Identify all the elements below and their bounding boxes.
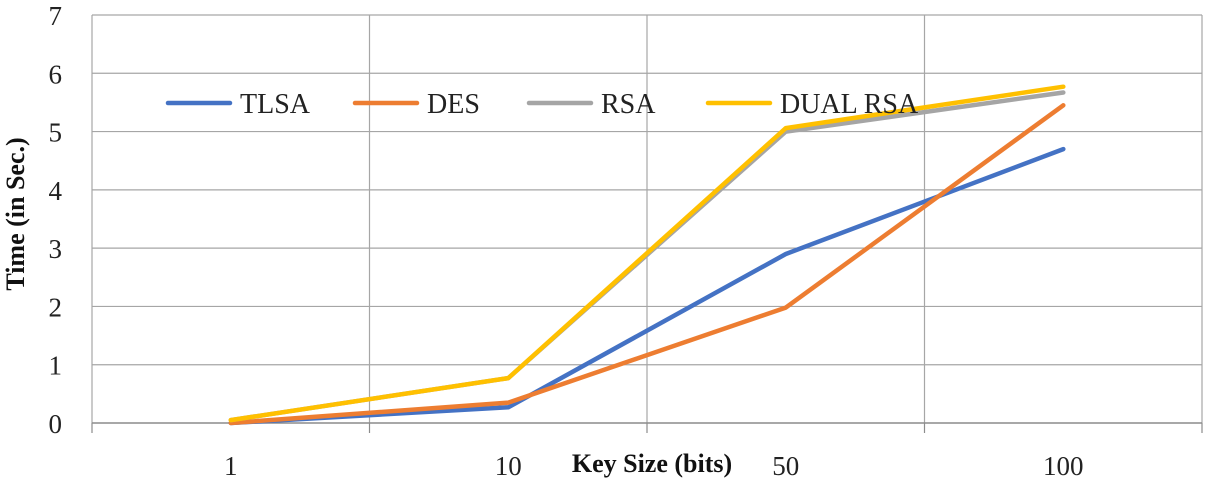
series-line-dual-rsa (228, 84, 1066, 423)
tick-labels: 0 1 2 3 4 5 6 7 1 10 50 100 (49, 1, 1084, 481)
legend: TLSA DES RSA DUAL RSA (165, 89, 919, 120)
x-tick-label-50: 50 (772, 451, 799, 481)
legend-label-rsa: RSA (601, 89, 656, 120)
y-tick-label-1: 1 (49, 351, 63, 381)
y-tick-label-6: 6 (49, 59, 63, 89)
legend-label-des: DES (427, 89, 480, 120)
y-axis-title: Time (in Sec.) (1, 137, 30, 290)
gridlines (91, 14, 1203, 423)
x-axis-title: Key Size (bits) (572, 449, 732, 478)
x-tick-label-1: 1 (224, 451, 238, 481)
y-tick-label-0: 0 (49, 409, 63, 439)
series-line-tlsa (228, 146, 1066, 426)
y-tick-label-3: 3 (49, 234, 63, 264)
legend-label-dual-rsa: DUAL RSA (780, 89, 919, 120)
series-line-des (228, 103, 1066, 426)
legend-label-tlsa: TLSA (240, 89, 311, 120)
y-tick-label-2: 2 (49, 292, 63, 322)
series-lines (228, 84, 1066, 426)
y-tick-label-4: 4 (49, 176, 63, 206)
axes (91, 422, 1203, 433)
y-tick-label-7: 7 (49, 1, 63, 31)
x-tick-label-100: 100 (1043, 451, 1084, 481)
y-tick-label-5: 5 (49, 118, 63, 148)
x-tick-label-10: 10 (495, 451, 522, 481)
